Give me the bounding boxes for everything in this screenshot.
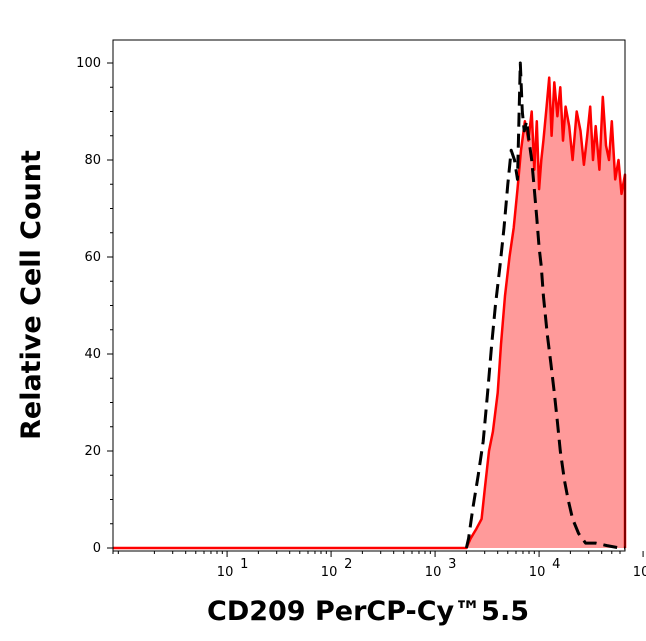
x-tick-exp-1: 1 (240, 557, 248, 572)
x-tick-label-1: 10 (217, 565, 234, 580)
y-tick-label-20: 20 (84, 444, 101, 459)
y-tick-label-60: 60 (84, 250, 101, 265)
x-axis-title: CD209 PerCP-Cy™5.5 (207, 596, 529, 627)
y-tick-label-40: 40 (84, 347, 101, 362)
x-tick-label-5: 10 (633, 565, 646, 580)
x-tick-exp-2: 2 (344, 557, 352, 572)
x-tick-exp-3: 3 (448, 557, 456, 572)
x-tick-exp-4: 4 (552, 557, 560, 572)
y-tick-label-80: 80 (84, 153, 101, 168)
x-tick-label-3: 10 (425, 565, 442, 580)
series-fill-0 (113, 77, 625, 548)
y-axis: 0 20 40 60 80 100 (76, 56, 113, 556)
x-tick-label-4: 10 (529, 565, 546, 580)
y-axis-title: Relative Cell Count (16, 150, 47, 440)
y-tick-label-0: 0 (93, 541, 101, 556)
x-tick-label-2: 10 (321, 565, 338, 580)
series-line-1 (464, 61, 625, 550)
y-tick-label-100: 100 (76, 56, 101, 71)
x-axis: 101102103104105106 (112, 551, 646, 580)
plot-frame (112, 39, 626, 552)
